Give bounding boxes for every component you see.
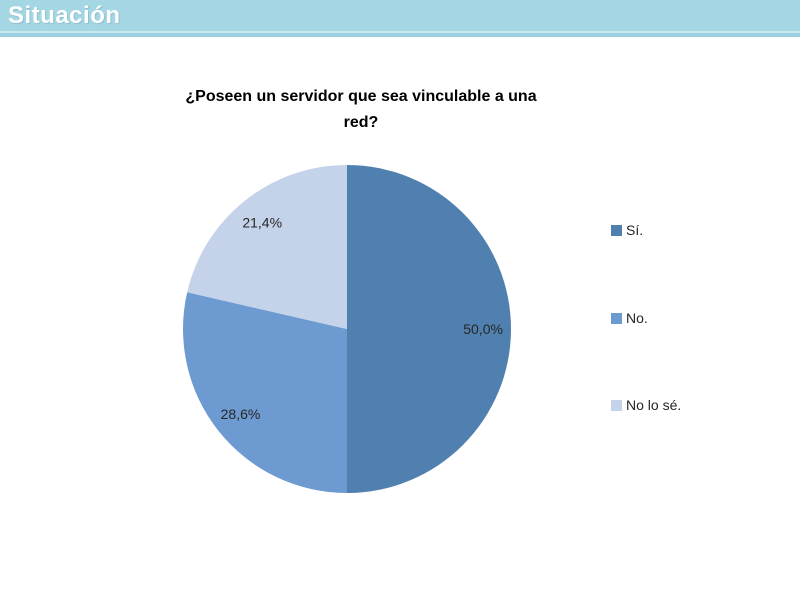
header-bar: Situación — [0, 0, 800, 33]
header-accent-line — [0, 33, 800, 37]
legend-swatch-no — [611, 312, 622, 324]
pie-label-1: 50,0% — [463, 321, 503, 337]
legend-label-si: Sí. — [626, 222, 644, 238]
legend-swatch-no-lo-se — [611, 399, 622, 411]
legend-item-no: No. — [611, 309, 648, 327]
pie-chart: 50,0% 28,6% 21,4% — [183, 165, 511, 493]
legend-item-no-lo-se: No lo sé. — [611, 396, 681, 414]
header-title: Situación — [8, 2, 121, 29]
chart-title: ¿Poseen un servidor que sea vinculable a… — [185, 88, 537, 131]
pie-slice-3 — [187, 165, 347, 329]
legend-label-no: No. — [626, 310, 648, 326]
pie-label-2: 28,6% — [221, 406, 261, 422]
pie-label-3: 21,4% — [242, 215, 282, 231]
legend-label-no-lo-se: No lo sé. — [626, 397, 682, 413]
pie-slice-1 — [347, 165, 511, 493]
legend-item-si: Sí. — [611, 221, 643, 239]
pie-slice-2 — [183, 292, 347, 493]
legend-swatch-si — [611, 224, 622, 236]
